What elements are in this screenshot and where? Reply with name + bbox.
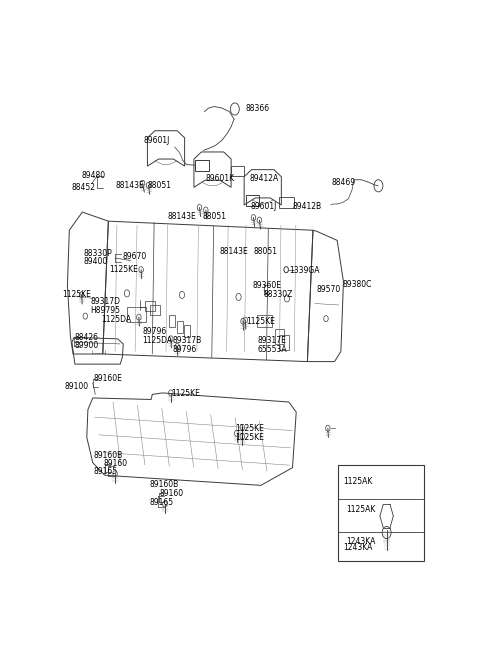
Text: 89412A: 89412A: [250, 174, 279, 183]
Text: 88051: 88051: [202, 212, 226, 221]
Text: 1125KE: 1125KE: [171, 390, 200, 398]
Text: 88469: 88469: [332, 178, 356, 187]
Text: 89670: 89670: [122, 252, 147, 261]
Text: 89570: 89570: [317, 285, 341, 295]
Text: H89795: H89795: [91, 306, 120, 315]
Text: 1125KE: 1125KE: [236, 433, 264, 442]
Text: 89601J: 89601J: [144, 136, 170, 145]
Bar: [169, 315, 175, 327]
Bar: [338, 465, 424, 561]
Bar: [195, 159, 209, 171]
Text: 89317D: 89317D: [91, 297, 120, 306]
Text: 1125DA: 1125DA: [143, 336, 173, 345]
Bar: [279, 335, 289, 350]
Bar: [184, 325, 190, 337]
Text: 89160E: 89160E: [94, 375, 122, 383]
Text: 1243KA: 1243KA: [343, 543, 372, 552]
Text: 89165: 89165: [149, 497, 173, 506]
Text: 1125AK: 1125AK: [343, 478, 372, 487]
Text: 88051: 88051: [253, 247, 277, 256]
Text: 89165: 89165: [94, 467, 118, 476]
Bar: [257, 315, 272, 327]
Bar: [275, 329, 284, 344]
Text: 89160B: 89160B: [149, 480, 179, 489]
Text: 88330Z: 88330Z: [264, 290, 293, 299]
Text: 88330P: 88330P: [83, 249, 112, 258]
Text: 1125KE: 1125KE: [109, 265, 138, 274]
Text: 89601K: 89601K: [205, 174, 234, 183]
Text: 89412B: 89412B: [292, 201, 322, 211]
Bar: [231, 165, 244, 176]
Text: 89796: 89796: [143, 327, 167, 336]
Bar: [150, 305, 160, 315]
Text: 1125AK: 1125AK: [347, 504, 376, 514]
Text: 89360E: 89360E: [252, 281, 282, 290]
Bar: [145, 301, 155, 311]
Text: 88143E: 88143E: [168, 212, 197, 221]
Text: 89160B: 89160B: [94, 451, 123, 460]
Text: 1125KE: 1125KE: [246, 317, 275, 325]
Text: 89380C: 89380C: [343, 280, 372, 289]
Text: 89796: 89796: [172, 345, 197, 354]
Text: 65553A: 65553A: [257, 346, 287, 354]
Text: 1243KA: 1243KA: [347, 537, 376, 546]
Text: 88051: 88051: [148, 181, 172, 190]
Text: 89400: 89400: [83, 257, 108, 266]
Text: 1125DA: 1125DA: [101, 315, 131, 323]
Bar: [127, 307, 146, 322]
Text: 89100: 89100: [64, 382, 89, 392]
Text: 89900: 89900: [74, 341, 98, 350]
Text: 88143E: 88143E: [220, 247, 249, 256]
Text: 89317E: 89317E: [257, 336, 286, 345]
Bar: [246, 195, 259, 206]
Text: 88143E: 88143E: [115, 181, 144, 190]
Bar: [279, 197, 294, 207]
Text: 89480: 89480: [82, 171, 106, 180]
Text: 88452: 88452: [71, 183, 95, 192]
Text: 1339GA: 1339GA: [289, 266, 319, 275]
Text: 1125KE: 1125KE: [236, 424, 264, 433]
Text: 89317B: 89317B: [172, 336, 202, 345]
Text: 88366: 88366: [246, 104, 270, 113]
Text: 89601J: 89601J: [251, 201, 277, 211]
Text: 89160: 89160: [104, 459, 128, 468]
Bar: [177, 321, 183, 333]
Text: 89160: 89160: [160, 489, 184, 498]
Text: 88426: 88426: [74, 333, 98, 342]
Text: 1125KE: 1125KE: [62, 291, 91, 299]
